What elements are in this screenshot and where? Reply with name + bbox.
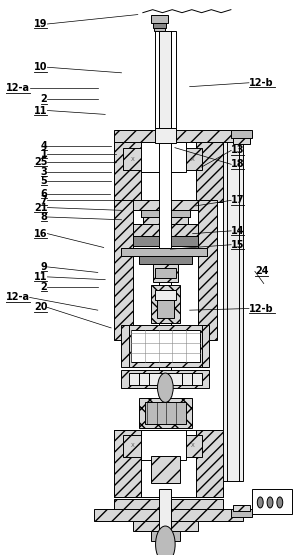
Text: 24: 24	[255, 266, 268, 276]
Bar	[145, 401, 186, 424]
Bar	[159, 31, 171, 128]
Circle shape	[155, 526, 175, 556]
Bar	[94, 509, 243, 522]
Bar	[139, 398, 192, 428]
Text: 12-a: 12-a	[6, 292, 30, 302]
Bar	[196, 430, 223, 498]
Text: 17: 17	[231, 195, 245, 205]
Bar	[155, 31, 176, 128]
Bar	[153, 23, 166, 28]
Text: 2: 2	[41, 282, 47, 292]
Bar	[139, 256, 192, 264]
Text: 14: 14	[231, 226, 245, 236]
Bar	[155, 290, 176, 300]
Bar	[133, 522, 198, 532]
Text: X: X	[191, 443, 195, 448]
Bar	[184, 148, 201, 170]
Bar	[133, 236, 198, 246]
Text: 13: 13	[231, 146, 245, 156]
Bar	[198, 200, 217, 340]
Bar	[114, 130, 251, 142]
Bar	[233, 138, 251, 145]
Text: 16: 16	[34, 229, 47, 239]
Text: 10: 10	[34, 62, 47, 72]
Text: 2: 2	[41, 95, 47, 105]
Bar	[141, 210, 190, 217]
Text: 18: 18	[231, 160, 245, 170]
Bar	[231, 509, 252, 518]
Bar	[159, 489, 171, 554]
Text: 4: 4	[41, 141, 47, 151]
Text: 5: 5	[41, 176, 47, 186]
Bar	[133, 224, 198, 236]
Text: X: X	[131, 157, 135, 162]
Bar	[151, 455, 180, 484]
Bar	[141, 142, 186, 172]
Bar	[184, 435, 201, 456]
Text: 9: 9	[41, 262, 47, 272]
Bar	[157, 300, 174, 318]
Text: 12-a: 12-a	[6, 83, 30, 93]
Circle shape	[158, 373, 173, 403]
Bar	[121, 248, 208, 256]
Bar	[233, 505, 251, 512]
Bar	[143, 217, 188, 224]
Bar	[114, 430, 141, 498]
Bar	[141, 430, 186, 460]
Text: 7: 7	[41, 195, 47, 205]
Bar	[151, 14, 168, 23]
Text: 1: 1	[41, 149, 47, 159]
Text: 21: 21	[34, 202, 47, 212]
Text: 12-b: 12-b	[249, 304, 274, 314]
Bar	[151, 285, 180, 323]
Bar	[155, 128, 176, 143]
Text: 15: 15	[231, 240, 245, 250]
Bar	[151, 532, 180, 542]
Bar	[123, 325, 208, 367]
Bar	[155, 268, 176, 278]
Text: 11: 11	[34, 106, 47, 116]
Bar	[114, 142, 223, 202]
Bar	[159, 142, 171, 372]
Bar	[114, 200, 133, 340]
Text: 3: 3	[41, 166, 47, 176]
Bar	[201, 325, 209, 367]
Text: 19: 19	[34, 19, 47, 29]
Bar	[252, 489, 291, 514]
Text: 8: 8	[41, 212, 47, 222]
Text: 12-b: 12-b	[249, 78, 274, 88]
Bar	[231, 130, 252, 138]
Text: 6: 6	[41, 188, 47, 198]
Text: 20: 20	[34, 302, 47, 312]
Bar	[114, 142, 141, 202]
Bar	[153, 264, 178, 282]
Text: 11: 11	[34, 272, 47, 282]
Bar	[196, 142, 223, 202]
Bar	[114, 430, 223, 498]
Circle shape	[277, 497, 283, 508]
Bar	[223, 142, 243, 481]
Text: X: X	[191, 157, 195, 162]
Bar	[133, 200, 198, 210]
Bar	[123, 148, 143, 170]
Bar	[121, 325, 129, 367]
Text: X: X	[131, 443, 135, 448]
Bar	[129, 373, 201, 385]
Circle shape	[257, 497, 263, 508]
Bar	[131, 330, 200, 362]
Circle shape	[267, 497, 273, 508]
Bar	[154, 28, 165, 31]
Bar	[123, 435, 143, 456]
Text: 25: 25	[34, 157, 47, 167]
Bar	[121, 370, 209, 388]
Bar	[114, 499, 223, 512]
